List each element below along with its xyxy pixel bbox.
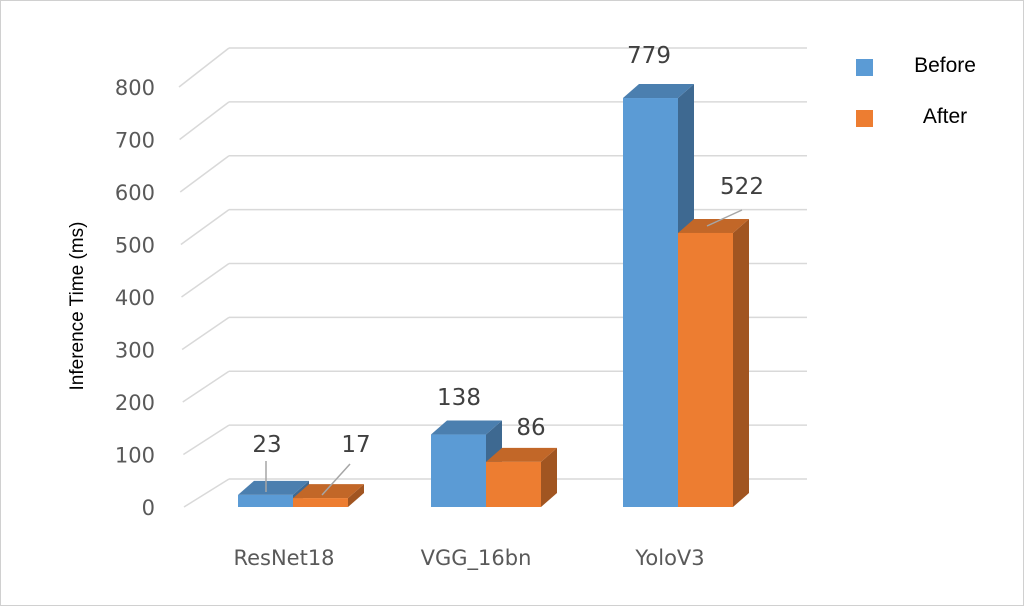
data-label: 522 <box>720 174 764 200</box>
data-label: 779 <box>627 43 671 69</box>
y-axis-label: Inference Time (ms) <box>67 222 88 391</box>
y-tick-label: 100 <box>115 444 155 468</box>
gridline-floor-edge <box>181 262 230 298</box>
bar-top-face <box>486 447 557 462</box>
bar-top-face <box>293 484 364 499</box>
bar-front-face <box>486 461 541 507</box>
data-label-leader-line <box>321 463 351 496</box>
category-label: YoloV3 <box>634 546 704 570</box>
data-label: 23 <box>252 432 281 458</box>
category-label: VGG_16bn <box>421 546 532 571</box>
bar-front-face <box>431 434 486 507</box>
bar <box>486 447 557 507</box>
category-labels: ResNet18 VGG_16bn YoloV3 <box>233 546 704 571</box>
legend-label: Before <box>914 54 976 77</box>
legend-swatch <box>856 110 873 127</box>
legend-label: After <box>923 105 967 128</box>
data-label: 138 <box>437 385 481 411</box>
y-tick-label: 800 <box>115 76 155 100</box>
data-label-leader-line <box>706 209 743 227</box>
legend-swatch <box>856 59 873 76</box>
bar-side-face <box>348 484 364 507</box>
bar <box>293 484 364 507</box>
gridline-floor-edge <box>182 370 230 403</box>
bar-top-face <box>623 84 694 99</box>
bar-top-face <box>238 480 309 495</box>
y-tick-label: 600 <box>115 181 155 205</box>
data-labels: 23 138 779 17 86 522 <box>252 43 764 496</box>
bar-front-face <box>678 232 733 507</box>
bar-side-face <box>733 218 749 507</box>
gridline-floor-edge <box>180 209 230 246</box>
gridline-floor-edge <box>182 424 230 456</box>
bars <box>238 84 749 508</box>
bar-front-face <box>293 498 348 507</box>
data-label: 17 <box>341 432 370 458</box>
bar-front-face <box>623 98 678 508</box>
data-label: 86 <box>516 415 545 441</box>
legend: Before After <box>856 54 976 128</box>
y-tick-label: 200 <box>115 391 155 415</box>
bar-side-face <box>541 447 557 507</box>
bar-top-face <box>431 420 502 435</box>
gridline-floor-edge <box>183 478 230 508</box>
bar <box>678 218 749 507</box>
y-tick-label: 700 <box>115 129 155 153</box>
bar-top-face <box>678 218 749 233</box>
gridline-floor-edge <box>179 155 230 193</box>
gridline-floor-edge <box>178 47 230 88</box>
gridline-floor-edge <box>181 316 230 351</box>
y-tick-label: 300 <box>115 339 155 363</box>
category-label: ResNet18 <box>233 546 334 570</box>
gridline-floor-edge <box>179 101 230 141</box>
y-axis-ticks: 0 100 200 300 400 500 600 700 800 <box>115 76 155 520</box>
y-tick-label: 500 <box>115 234 155 258</box>
y-tick-label: 400 <box>115 286 155 310</box>
y-tick-label: 0 <box>142 496 155 520</box>
bar-front-face <box>238 494 293 507</box>
